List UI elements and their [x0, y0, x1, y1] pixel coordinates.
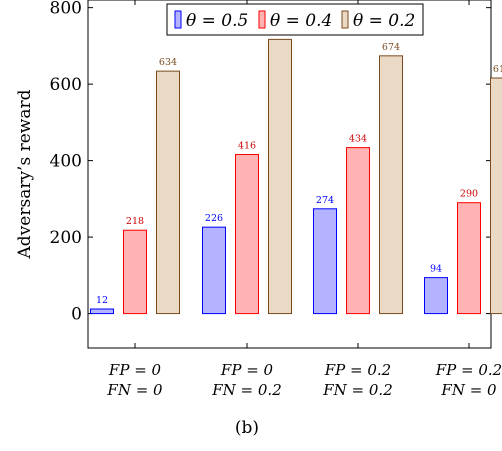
- legend-label: θ = 0.2: [353, 11, 415, 31]
- bar: [202, 226, 226, 315]
- legend-swatch: [258, 10, 266, 29]
- legend-label: θ = 0.5: [186, 11, 248, 31]
- legend-box: [166, 3, 424, 36]
- bar: [235, 153, 259, 315]
- data-label: 218: [126, 216, 144, 227]
- bar: [490, 77, 502, 315]
- y-tick-label: 0: [71, 305, 82, 325]
- bar: [379, 55, 403, 315]
- y-tick-label: 800: [50, 0, 82, 19]
- legend: θ = 0.5 θ = 0.4 θ = 0.2: [166, 3, 424, 36]
- bar: [346, 147, 370, 315]
- x-tick-label: FP = 0: [220, 361, 274, 379]
- bar: [90, 308, 114, 315]
- data-label: 674: [382, 42, 400, 53]
- figure-caption: (b): [235, 418, 259, 438]
- data-label: 12: [96, 295, 108, 306]
- y-tick-label: 200: [50, 228, 82, 248]
- x-tick-label: FP = 0: [108, 361, 162, 379]
- data-label: 434: [349, 134, 367, 145]
- bar: [156, 70, 180, 315]
- plot-area: 0 200 400 600 800 Adversary’s reward FP = 0 FN …: [15, 0, 502, 399]
- data-label: 290: [460, 189, 478, 200]
- data-label: 274: [316, 195, 334, 206]
- bar: [457, 202, 481, 315]
- x-tick-label: FN = 0: [440, 381, 497, 399]
- x-tick-label: FP = 0.2: [435, 361, 502, 379]
- y-tick-label: 600: [50, 75, 82, 95]
- bar: [424, 277, 448, 315]
- bar: [123, 229, 147, 315]
- data-label: 634: [159, 57, 177, 68]
- x-tick-label: FN = 0.2: [322, 381, 393, 399]
- legend-swatch: [341, 10, 349, 29]
- data-label: 416: [238, 140, 256, 151]
- legend-swatch: [174, 10, 182, 29]
- y-axis-label: Adversary’s reward: [15, 89, 35, 259]
- y-tick-label: 400: [50, 152, 82, 172]
- bar: [268, 38, 292, 315]
- data-label: 94: [430, 264, 442, 275]
- data-label: 616: [493, 64, 502, 75]
- data-label: 226: [205, 213, 223, 224]
- bar: [313, 208, 337, 315]
- legend-label: θ = 0.4: [270, 11, 332, 31]
- x-tick-label: FP = 0.2: [324, 361, 391, 379]
- x-tick-label: FN = 0.2: [211, 381, 282, 399]
- x-tick-label: FN = 0: [106, 381, 163, 399]
